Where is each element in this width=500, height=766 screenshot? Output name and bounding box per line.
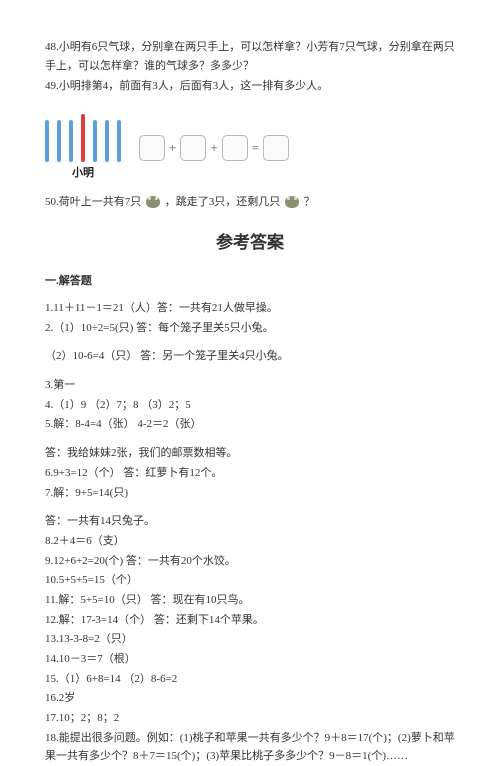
- question-49: 49.小明排第4，前面有3人，后面有3人，这一排有多少人。: [45, 77, 455, 96]
- q50-text-c: ？: [304, 196, 315, 208]
- blank-box-1[interactable]: [139, 135, 165, 161]
- answer-line: 答：一共有14只兔子。: [45, 512, 455, 531]
- answer-line: [45, 367, 455, 375]
- bars: [45, 114, 121, 162]
- equals: =: [252, 137, 259, 159]
- answer-line: 5.解：8-4=4（张） 4-2＝2（张）: [45, 415, 455, 434]
- section-title: 一.解答题: [45, 272, 455, 291]
- frog-icon: [146, 196, 160, 208]
- queue-diagram: 小明 + + =: [45, 114, 455, 183]
- equation: + + =: [139, 135, 289, 161]
- answer-line: 7.解：9+5=14(只): [45, 484, 455, 503]
- frog-icon: [285, 196, 299, 208]
- bars-group: 小明: [45, 114, 121, 183]
- question-50: 50.荷叶上一共有7只 ，跳走了3只，还剩几只 ？: [45, 193, 455, 212]
- answer-line: 15.（1）6+8=14 （2）8-6=2: [45, 670, 455, 689]
- answers-block: 1.11＋11－1＝21（人）答：一共有21人做早操。2.（1）10÷2=5(只…: [45, 299, 455, 766]
- answer-line: [45, 338, 455, 346]
- blank-box-4[interactable]: [263, 135, 289, 161]
- answer-line: [45, 503, 455, 511]
- plus-2: +: [210, 137, 217, 159]
- answer-line: 18.能提出很多问题。例如：(1)桃子和苹果一共有多少个？9＋8＝17(个)；(…: [45, 729, 455, 766]
- answer-line: 16.2岁: [45, 689, 455, 708]
- answer-line: 13.13-3-8=2（只）: [45, 630, 455, 649]
- answers-title: 参考答案: [45, 229, 455, 258]
- q50-text-a: 50.荷叶上一共有7只: [45, 196, 141, 208]
- answer-line: 12.解：17-3=14（个） 答：还剩下14个苹果。: [45, 611, 455, 630]
- blank-box-2[interactable]: [180, 135, 206, 161]
- answer-line: 2.（1）10÷2=5(只) 答：每个笼子里关5只小兔。: [45, 319, 455, 338]
- answer-line: 11.解：5+5=10（只） 答：现在有10只鸟。: [45, 591, 455, 610]
- bar-person: [105, 120, 109, 162]
- answer-line: [45, 435, 455, 443]
- answer-line: 3.第一: [45, 376, 455, 395]
- bar-person: [69, 120, 73, 162]
- answer-line: 1.11＋11－1＝21（人）答：一共有21人做早操。: [45, 299, 455, 318]
- bar-person: [93, 120, 97, 162]
- bar-xiaoming: [81, 114, 85, 162]
- bar-person: [117, 120, 121, 162]
- answer-line: （2）10-6=4（只） 答：另一个笼子里关4只小兔。: [45, 347, 455, 366]
- answer-line: 14.10－3＝7（根）: [45, 650, 455, 669]
- bar-person: [45, 120, 49, 162]
- q50-text-b: ，跳走了3只，还剩几只: [165, 196, 281, 208]
- answer-line: 6.9+3=12（个） 答：红萝卜有12个。: [45, 464, 455, 483]
- answer-line: 10.5+5+5=15（个）: [45, 571, 455, 590]
- bar-person: [57, 120, 61, 162]
- plus-1: +: [169, 137, 176, 159]
- question-48: 48.小明有6只气球，分别拿在两只手上，可以怎样拿？小芳有7只气球，分别拿在两只…: [45, 38, 455, 75]
- blank-box-3[interactable]: [222, 135, 248, 161]
- answer-line: 4.（1）9 （2）7；8 （3）2；5: [45, 396, 455, 415]
- answer-line: 8.2＋4＝6（支）: [45, 532, 455, 551]
- answer-line: 17.10；2；8；2: [45, 709, 455, 728]
- answer-line: 9.12+6+2=20(个) 答：一共有20个水饺。: [45, 552, 455, 571]
- bars-label: 小明: [72, 164, 94, 183]
- answer-line: 答：我给妹妹2张，我们的邮票数相等。: [45, 444, 455, 463]
